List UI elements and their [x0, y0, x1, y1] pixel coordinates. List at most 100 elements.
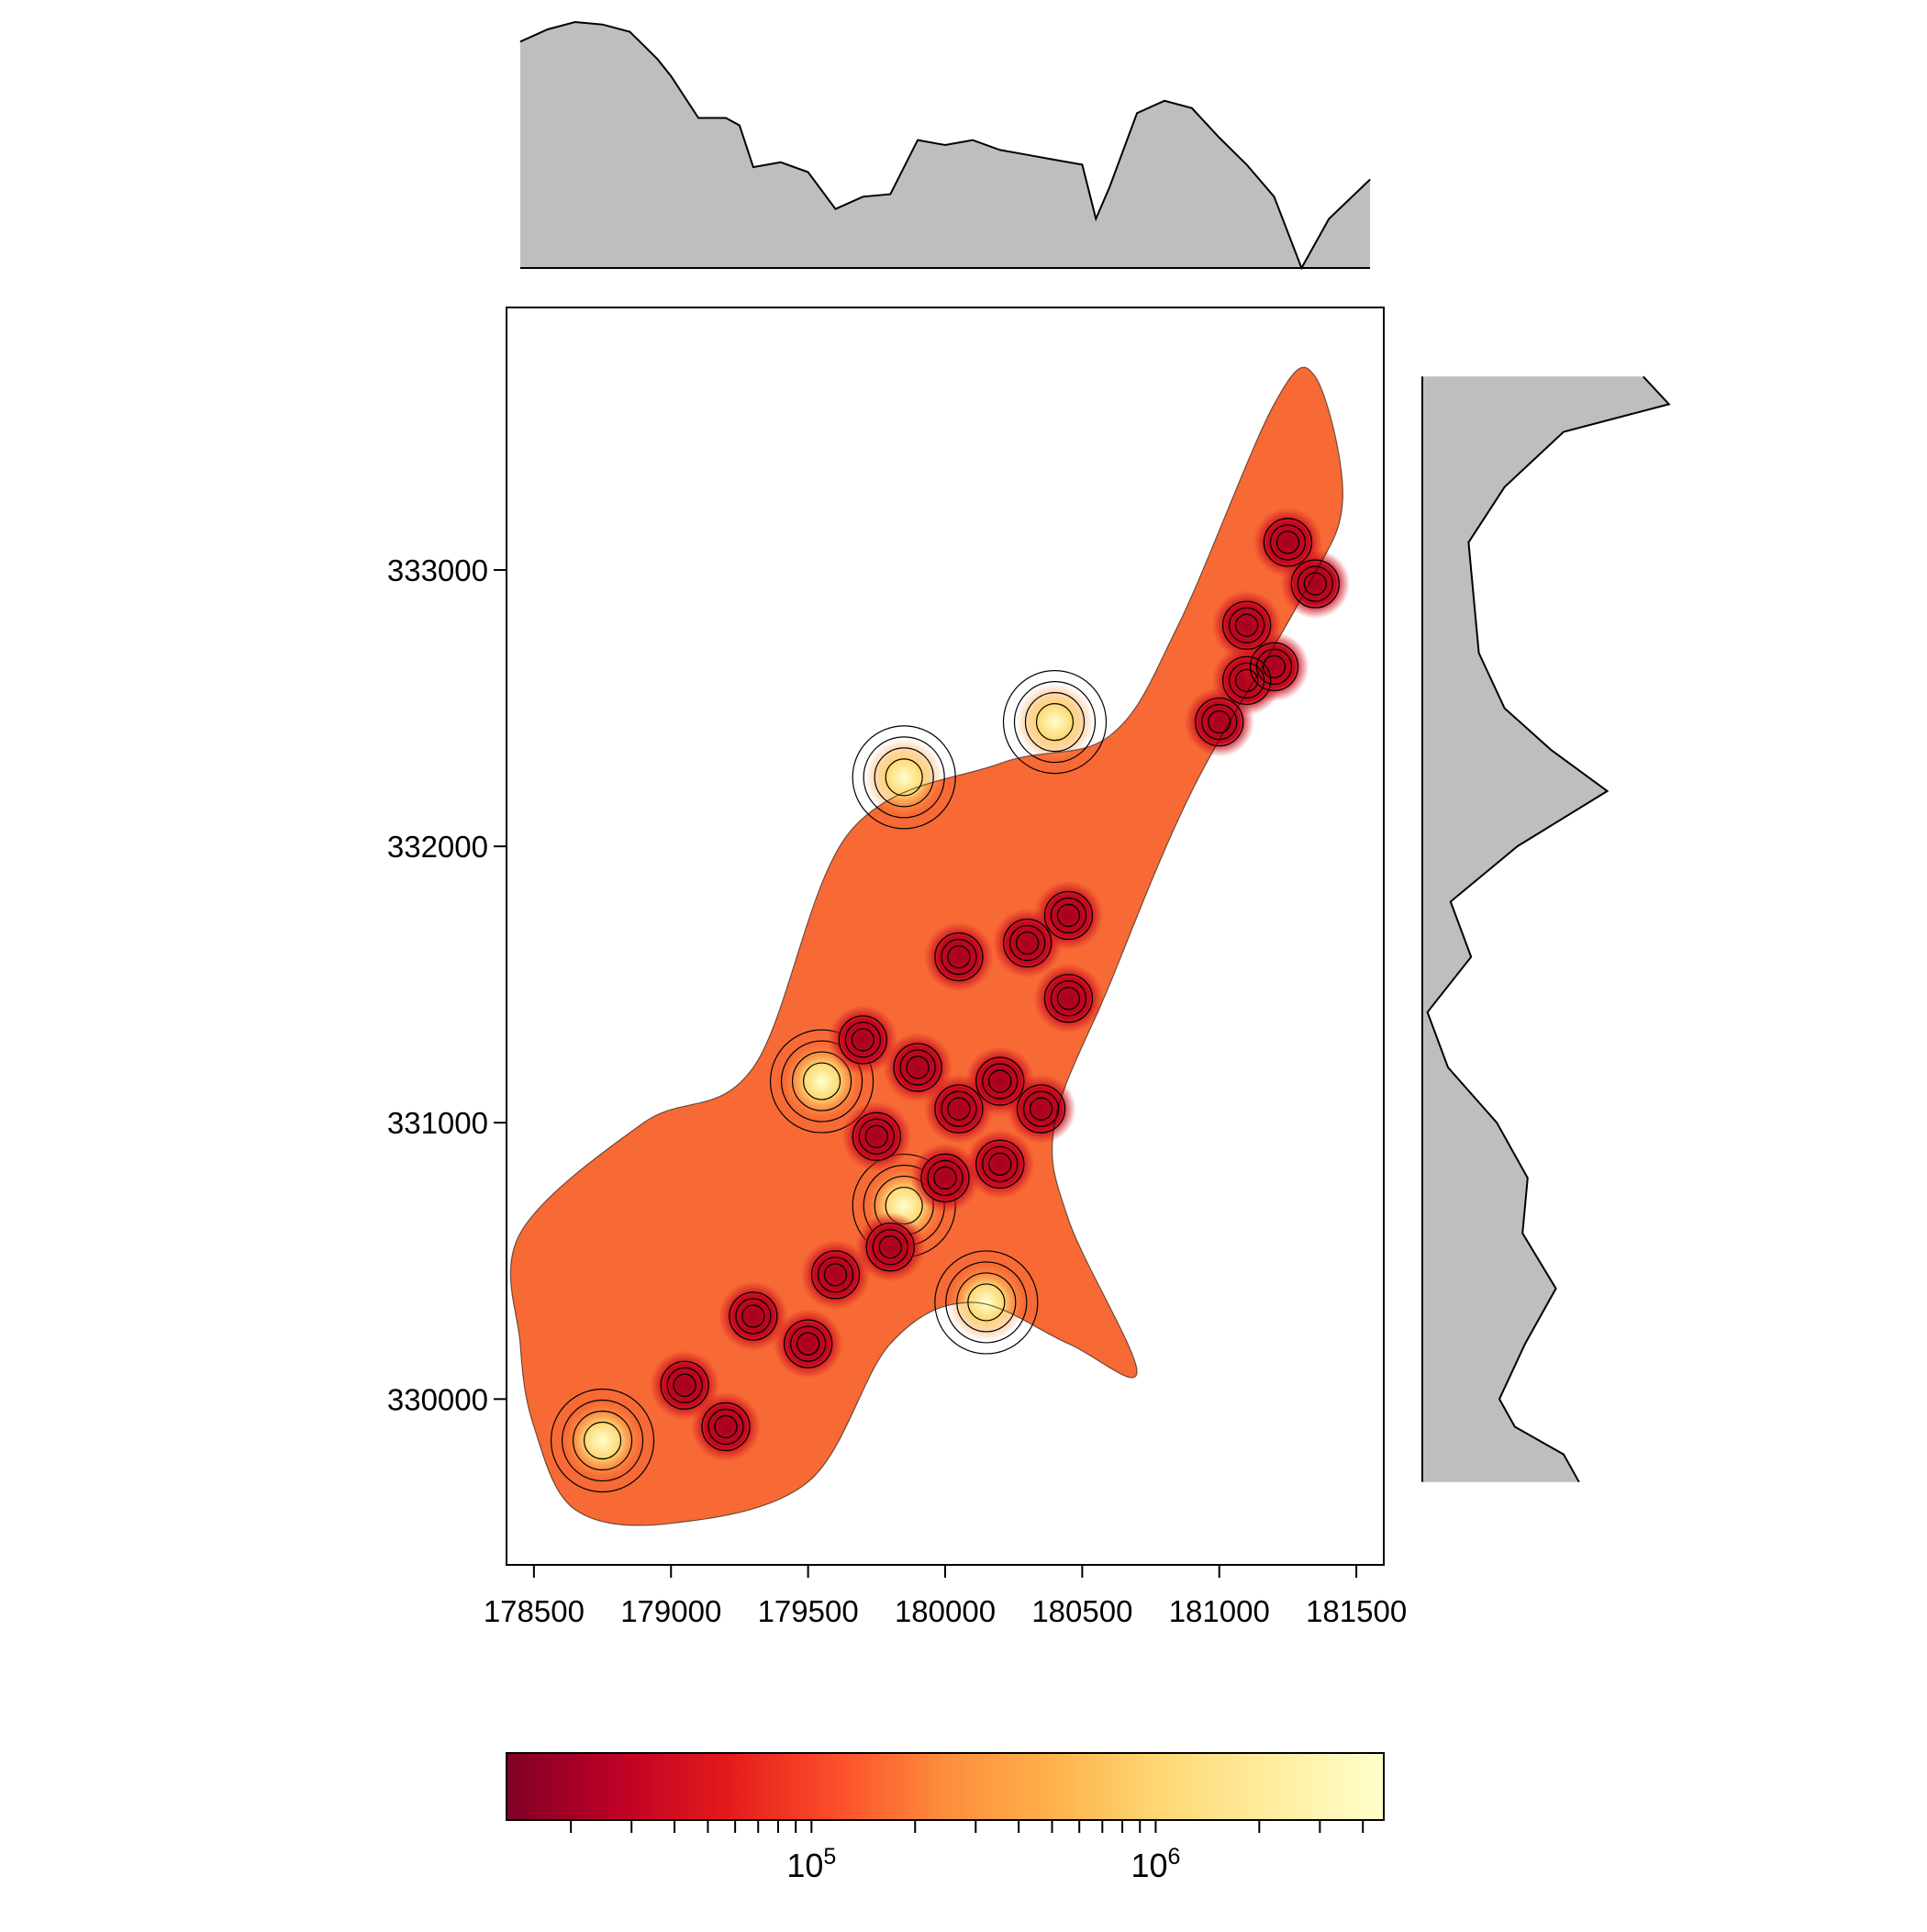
contour-ring: [1043, 890, 1094, 941]
contour-ring: [1015, 931, 1040, 955]
hotspot-fill: [992, 908, 1063, 978]
contour-ring: [817, 1256, 854, 1293]
contour-ring: [1262, 654, 1287, 679]
contour-ring: [1255, 648, 1293, 686]
top-density-line: [519, 20, 1371, 271]
contour-ring: [941, 1090, 977, 1127]
contour-ring: [906, 1055, 930, 1079]
contour-ring: [927, 1159, 964, 1197]
contour-ring: [1297, 565, 1333, 602]
y-tick-label: 330000: [387, 1382, 488, 1416]
contour-ring: [941, 938, 977, 976]
contour-ring: [1195, 697, 1244, 747]
contour-ring: [920, 1153, 970, 1203]
contour-ring: [1022, 1090, 1060, 1127]
contour-ring: [885, 758, 923, 797]
contour-ring: [1275, 530, 1300, 554]
contour-ring: [982, 1145, 1019, 1183]
contour-ring: [572, 1410, 633, 1471]
colorbar-label: 106: [1131, 1844, 1180, 1884]
contour-ring: [1056, 903, 1081, 928]
hotspot-fill: [773, 1309, 843, 1379]
contour-ring: [988, 1069, 1012, 1093]
contour-ring: [707, 1408, 744, 1446]
contour-ring: [1029, 1097, 1053, 1121]
contour-ring: [1290, 559, 1340, 609]
contour-ring: [583, 1421, 622, 1460]
contour-ring: [1269, 524, 1307, 561]
contour-ring: [802, 1062, 841, 1100]
hotspot-fill: [828, 1004, 898, 1075]
contour-ring: [1249, 642, 1299, 692]
high-value-spot: [1016, 683, 1094, 761]
contour-ring: [1234, 668, 1259, 693]
contour-line: [509, 366, 1343, 1526]
contour-ring: [561, 1399, 644, 1482]
hotspot-fill: [923, 921, 994, 992]
colorbar-gradient: [506, 1752, 1385, 1821]
contour-ring: [988, 1152, 1012, 1177]
contour-ring: [1056, 987, 1081, 1011]
contour-ring: [729, 1291, 778, 1341]
contour-ring: [893, 1043, 942, 1092]
contour-ring: [947, 1097, 971, 1121]
contour-ring: [899, 1049, 936, 1086]
contour-ring: [863, 736, 945, 819]
contour-ring: [1221, 600, 1272, 650]
hotspot-fill: [691, 1391, 761, 1462]
contour-ring: [934, 932, 984, 982]
contour-ring: [1263, 518, 1313, 567]
hotspot-fill: [800, 1239, 871, 1310]
high-value-spot: [947, 1263, 1025, 1341]
hotspot-fill: [964, 1129, 1035, 1200]
hotspot-fill: [1006, 1074, 1076, 1145]
hotspot-fill: [910, 1143, 980, 1213]
x-tick-label: 180500: [1031, 1594, 1132, 1628]
contour-ring: [791, 1051, 852, 1111]
hotspot-fill: [718, 1281, 788, 1352]
contour-ring: [933, 1166, 957, 1190]
y-tick-label: 331000: [387, 1106, 488, 1140]
contour-ring: [1002, 918, 1053, 968]
surface-layer: [509, 366, 1351, 1526]
contour-ring: [673, 1373, 696, 1397]
contour-ring: [1050, 897, 1087, 934]
contour-ring: [823, 1263, 848, 1287]
contour-ring: [874, 747, 934, 808]
x-tick-label: 180000: [895, 1594, 996, 1628]
right-marginal-density: [1421, 375, 1671, 1483]
hotspot-fill: [1280, 549, 1351, 620]
contour-ring: [975, 1056, 1025, 1106]
top-marginal-density: [519, 20, 1371, 271]
contour-ring: [878, 1235, 902, 1259]
right-density-area: [1422, 376, 1669, 1482]
high-value-spot: [865, 738, 943, 816]
contour-ring: [844, 1022, 882, 1058]
contour-ring: [780, 1040, 863, 1122]
contour-ring: [975, 1139, 1025, 1189]
contour-ring: [769, 1029, 874, 1134]
high-value-spot: [563, 1402, 641, 1480]
colorbar: 105 106: [506, 1752, 1385, 1884]
contour-ring: [852, 1111, 901, 1161]
y-tick-label: 333000: [387, 553, 488, 587]
x-tick-label: 179000: [620, 1594, 721, 1628]
contour-ring: [660, 1360, 709, 1410]
x-tick-label: 181000: [1169, 1594, 1270, 1628]
contour-ring: [1234, 613, 1259, 637]
contour-ring: [945, 1261, 1028, 1344]
contour-ring: [864, 1124, 888, 1148]
contour-ring: [666, 1367, 703, 1403]
plot-axes: 178500 179000 179500 180000 180500 181000 1815…: [387, 307, 1407, 1628]
contour-ring: [1024, 692, 1086, 753]
contour-ring: [714, 1414, 738, 1439]
contour-ring: [838, 1015, 888, 1065]
contour-ring: [783, 1319, 833, 1368]
hotspot-fill: [841, 1101, 912, 1172]
contour-ring: [550, 1388, 655, 1493]
contour-ring: [1043, 974, 1094, 1023]
y-tick-label: 332000: [387, 830, 488, 864]
contour-ring: [934, 1250, 1039, 1355]
x-tick-label: 178500: [484, 1594, 585, 1628]
